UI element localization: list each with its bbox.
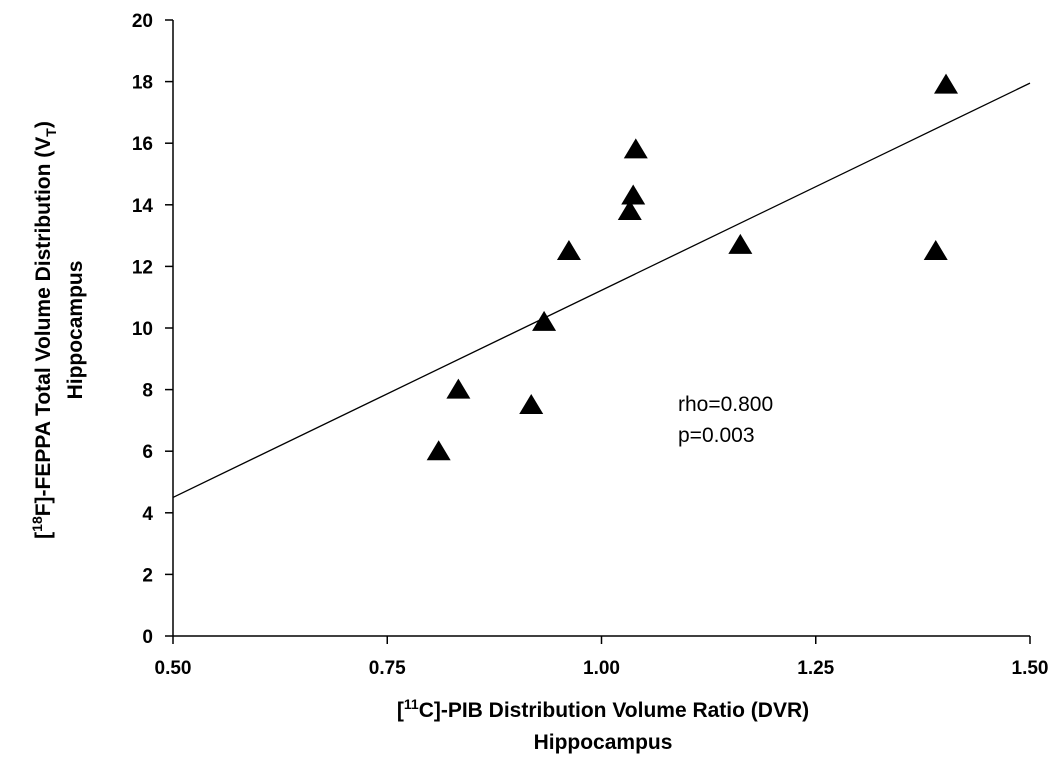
data-point-triangle — [426, 440, 451, 461]
y-tick-label: 16 — [132, 134, 153, 155]
x-axis-title-superscript: 11 — [404, 696, 419, 712]
y-tick-label: 0 — [142, 627, 153, 648]
data-point-triangle — [519, 394, 544, 414]
y-axis-title-close: ) — [32, 121, 55, 128]
data-points — [426, 73, 959, 461]
data-point-triangle — [934, 73, 959, 94]
data-point-triangle — [556, 240, 581, 260]
data-point-triangle — [923, 240, 948, 260]
y-tick-label: 6 — [142, 442, 153, 463]
data-point-triangle — [446, 378, 471, 399]
x-axis-title: [11C]-PIB Distribution Volume Ratio (DVR… — [397, 696, 809, 754]
y-axis-title-line2: Hippocampus — [64, 261, 87, 400]
y-tick-label: 18 — [132, 73, 153, 94]
y-tick-label: 4 — [142, 504, 153, 525]
y-tick-label: 2 — [142, 565, 153, 586]
y-tick-label: 20 — [132, 11, 153, 32]
y-axis-title-bracket: [ — [32, 532, 55, 539]
annotation-p: p=0.003 — [678, 424, 755, 447]
x-tick-label: 0.75 — [369, 658, 406, 679]
regression-line — [172, 82, 1031, 498]
annotation: rho=0.800 p=0.003 — [678, 393, 773, 447]
y-axis-title-subscript: T — [43, 128, 59, 137]
y-axis-title: [18F]-FEPPA Total Volume Distribution (V… — [29, 121, 87, 539]
y-tick-label: 8 — [142, 381, 153, 402]
x-axis-title-bracket: [ — [397, 699, 404, 722]
x-axis-title-text: C]-PIB Distribution Volume Ratio (DVR) — [419, 699, 809, 722]
data-point-triangle — [532, 310, 557, 331]
regression-line-group — [172, 82, 1031, 498]
x-tick-label: 0.50 — [155, 658, 192, 679]
x-tick-label: 1.50 — [1012, 658, 1049, 679]
y-tick-label: 14 — [132, 196, 154, 217]
data-point-triangle — [623, 138, 648, 159]
y-tick-label: 12 — [132, 257, 153, 278]
y-axis-title-text: F]-FEPPA Total Volume Distribution (V — [32, 137, 55, 517]
data-point-triangle — [728, 233, 753, 254]
y-axis-title-superscript: 18 — [29, 516, 45, 532]
x-tick-label: 1.25 — [797, 658, 834, 679]
annotation-rho: rho=0.800 — [678, 393, 773, 416]
x-tick-label: 1.00 — [583, 658, 620, 679]
axes: 0 2 4 6 8 10 12 14 16 18 20 0.50 0.75 1.00 1.25 1.50 — [132, 11, 1049, 679]
y-tick-label: 10 — [132, 319, 153, 340]
y-axis-title-line1: [18F]-FEPPA Total Volume Distribution (V… — [29, 121, 59, 539]
x-axis-title-line1: [11C]-PIB Distribution Volume Ratio (DVR… — [397, 696, 809, 722]
x-axis-title-line2: Hippocampus — [534, 731, 673, 754]
data-point-triangle — [617, 199, 642, 220]
data-point-triangle — [621, 184, 646, 205]
